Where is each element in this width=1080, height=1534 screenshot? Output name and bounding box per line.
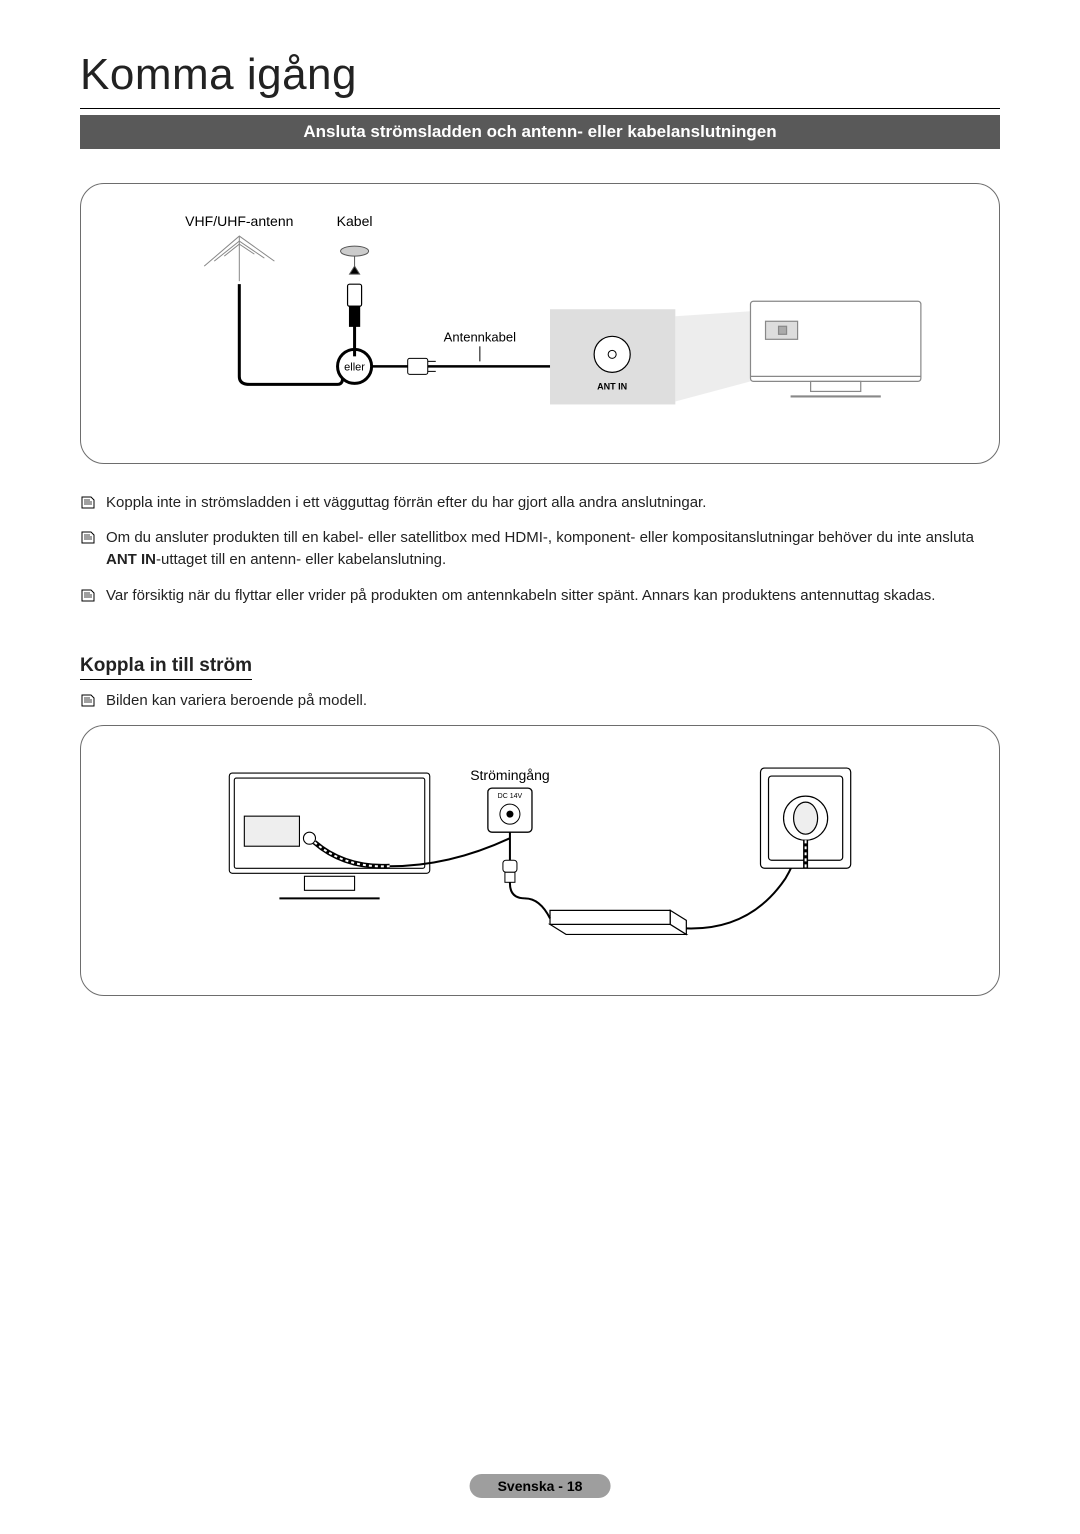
ant-in-panel: ANT IN — [550, 309, 675, 404]
callout-wedge — [675, 311, 750, 401]
note-icon — [80, 587, 96, 603]
note-item: Var försiktig när du flyttar eller vride… — [80, 585, 1000, 607]
power-adapter-icon — [550, 911, 686, 935]
note-text: Om du ansluter produkten till en kabel- … — [106, 527, 1000, 571]
monitor-back-icon — [229, 773, 429, 898]
note2-part-a: Om du ansluter produkten till en kabel- … — [106, 529, 974, 546]
barrel-connector-icon — [503, 861, 517, 883]
vhf-antenna-icon — [204, 236, 274, 281]
cable-monitor-to-jack — [390, 838, 510, 866]
note-icon — [80, 692, 96, 708]
dc-jack-icon: DC 14V — [488, 788, 532, 832]
cable-wall-plate-icon — [341, 246, 369, 274]
section-bar: Ansluta strömsladden och antenn- eller k… — [80, 115, 1000, 149]
power-diagram: Strömingång DC 14V — [109, 748, 971, 969]
title-underline — [80, 108, 1000, 109]
notes-list: Koppla inte in strömsladden i ett väggut… — [80, 492, 1000, 607]
antenna-diagram: VHF/UHF-antenn Kabel — [109, 206, 971, 437]
note-item: Om du ansluter produkten till en kabel- … — [80, 527, 1000, 571]
cable-plug-icon — [408, 358, 436, 374]
note-icon — [80, 529, 96, 545]
note-item: Koppla inte in strömsladden i ett väggut… — [80, 492, 1000, 514]
label-vhf: VHF/UHF-antenn — [185, 213, 293, 229]
subheading-power: Koppla in till ström — [80, 655, 252, 680]
coax-connector-icon — [348, 284, 362, 356]
note-text: Var försiktig när du flyttar eller vride… — [106, 585, 935, 607]
antenna-to-junction-line — [239, 284, 342, 384]
figure-antenna-connection: VHF/UHF-antenn Kabel — [80, 183, 1000, 464]
cable-to-adapter — [525, 899, 550, 919]
note2-part-b: -uttaget till en antenn- eller kabelansl… — [156, 551, 446, 568]
note-text: Bilden kan variera beroende på modell. — [106, 690, 367, 712]
note2-bold: ANT IN — [106, 551, 156, 568]
monitor-icon — [750, 301, 920, 396]
label-antin: ANT IN — [597, 381, 627, 391]
figure-power-connection: Strömingång DC 14V — [80, 725, 1000, 996]
label-eller: eller — [344, 361, 365, 373]
label-stromingang: Strömingång — [470, 767, 549, 783]
page-title: Komma igång — [80, 50, 1000, 100]
label-kabel: Kabel — [337, 213, 373, 229]
note-icon — [80, 494, 96, 510]
label-dc14v: DC 14V — [498, 793, 523, 800]
page-footer-badge: Svenska - 18 — [470, 1474, 611, 1498]
label-antennkabel: Antennkabel — [444, 329, 516, 344]
wall-outlet-icon — [761, 768, 851, 868]
note-text: Koppla inte in strömsladden i ett väggut… — [106, 492, 706, 514]
